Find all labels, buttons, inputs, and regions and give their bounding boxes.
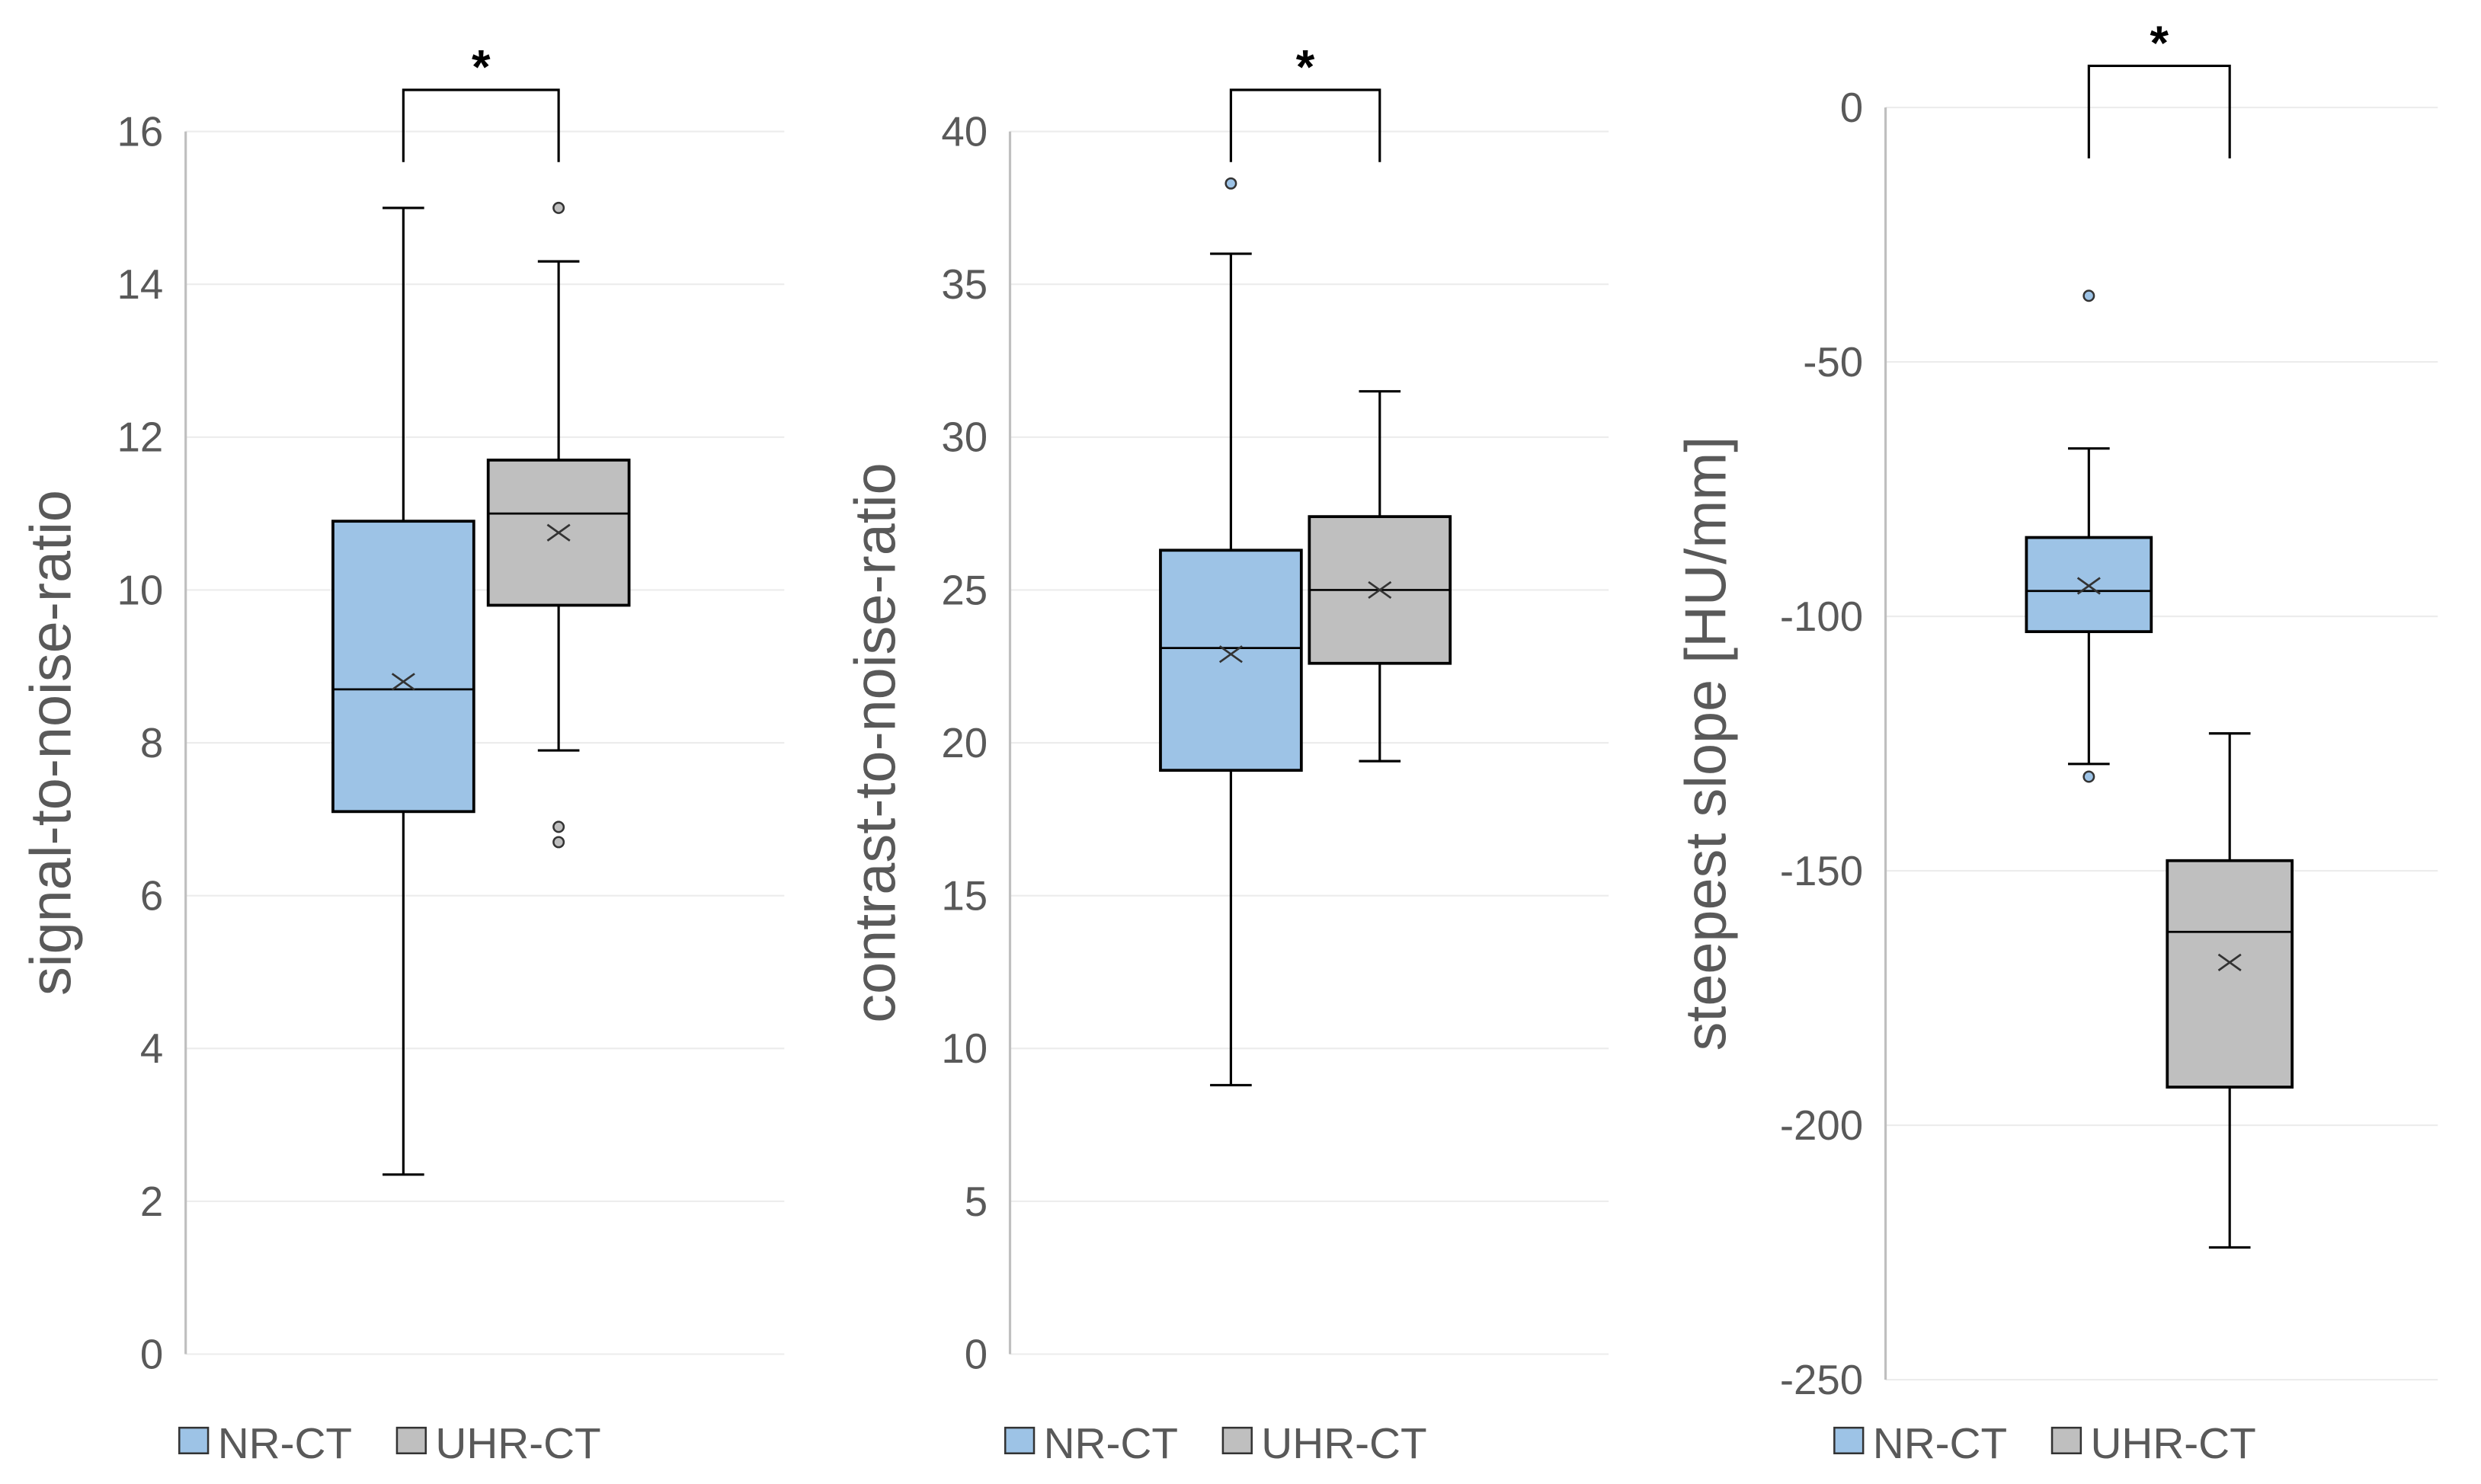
legend-swatch-nr-ct	[1004, 1426, 1036, 1454]
iqr-box	[1159, 549, 1303, 772]
y-tick-label: 12	[117, 414, 164, 461]
significance-marker: *	[472, 41, 491, 94]
box-uhr-ct	[1308, 390, 1452, 763]
box-nr-ct	[1159, 177, 1303, 1086]
outlier-point	[552, 820, 565, 833]
y-tick-label: -50	[1803, 339, 1863, 385]
legend-label: NR-CT	[218, 1420, 352, 1468]
outlier-point	[552, 836, 565, 849]
y-tick-label: 25	[941, 567, 988, 613]
mean-marker	[2217, 953, 2242, 971]
mean-marker	[546, 523, 571, 542]
legend-label: UHR-CT	[435, 1420, 600, 1468]
y-tick-label: 40	[941, 109, 988, 155]
mean-marker	[391, 673, 415, 691]
y-tick-label: 0	[140, 1331, 163, 1377]
chart-panel-1: 0 2 4 6 8 10 12 14 16 signal-to-noise-ratio * NR-CT…	[19, 41, 785, 1468]
box-uhr-ct	[2166, 732, 2294, 1249]
y-tick-label: 5	[965, 1179, 988, 1225]
y-tick-label: -100	[1780, 593, 1863, 640]
box-uhr-ct	[486, 201, 631, 849]
mean-marker	[1218, 645, 1243, 664]
y-tick-label: 30	[941, 414, 988, 461]
y-tick-label: 14	[117, 261, 164, 308]
outlier-point	[1224, 177, 1237, 190]
y-tick-label: 20	[941, 720, 988, 766]
significance-marker: *	[1296, 41, 1315, 94]
y-tick-label: 2	[140, 1179, 163, 1225]
y-tick-label: -250	[1780, 1357, 1863, 1403]
significance-bracket	[402, 88, 560, 162]
y-tick-label: 0	[1840, 85, 1863, 131]
legend: NR-CT UHR-CT	[1004, 1420, 1427, 1468]
y-tick-label: 6	[140, 873, 163, 920]
significance-marker: *	[2150, 17, 2169, 70]
y-axis-label: contrast-to-noise-ratio	[844, 462, 908, 1022]
legend-swatch-nr-ct	[178, 1426, 210, 1454]
mean-marker	[1368, 580, 1392, 600]
significance-bracket	[1229, 88, 1381, 162]
y-tick-label: 0	[965, 1331, 988, 1377]
legend-label: NR-CT	[1873, 1420, 2007, 1468]
iqr-box	[331, 520, 475, 814]
legend-swatch-nr-ct	[1833, 1426, 1865, 1454]
legend-swatch-uhr-ct	[395, 1426, 427, 1454]
legend-swatch-uhr-ct	[2050, 1426, 2082, 1454]
y-tick-label: 4	[140, 1025, 163, 1072]
significance-bracket	[2087, 64, 2231, 158]
box-nr-ct	[2025, 289, 2153, 783]
outlier-point	[552, 201, 565, 214]
y-tick-label: 10	[117, 567, 164, 613]
legend-label: UHR-CT	[1261, 1420, 1426, 1468]
outlier-point	[2082, 289, 2095, 302]
y-tick-label: 16	[117, 109, 164, 155]
legend-swatch-uhr-ct	[1221, 1426, 1253, 1454]
y-axis-label: steepest slope [HU/mm]	[1674, 437, 1738, 1051]
legend-label: NR-CT	[1044, 1420, 1178, 1468]
y-tick-label: 35	[941, 261, 988, 308]
y-tick-label: -200	[1780, 1102, 1863, 1149]
y-tick-label: 8	[140, 720, 163, 766]
legend-label: UHR-CT	[2090, 1420, 2255, 1468]
box-nr-ct	[331, 206, 475, 1176]
y-tick-label: 15	[941, 873, 988, 920]
chart-panel-3: -250 -200 -150 -100 -50 0 steepest slope [HU/m…	[1674, 17, 2438, 1468]
chart-panel-2: 0 5 10 15 20 25 30 35 40 contrast-to-noise-ratio *…	[844, 41, 1609, 1468]
outlier-point	[2082, 770, 2095, 783]
iqr-box	[2166, 859, 2294, 1089]
y-tick-label: -150	[1780, 848, 1863, 894]
legend: NR-CT UHR-CT	[178, 1420, 601, 1468]
iqr-box	[486, 459, 631, 607]
y-tick-label: 10	[941, 1025, 988, 1072]
y-axis-label: signal-to-noise-ratio	[19, 490, 83, 996]
legend: NR-CT UHR-CT	[1833, 1420, 2256, 1468]
mean-marker	[2076, 577, 2101, 595]
